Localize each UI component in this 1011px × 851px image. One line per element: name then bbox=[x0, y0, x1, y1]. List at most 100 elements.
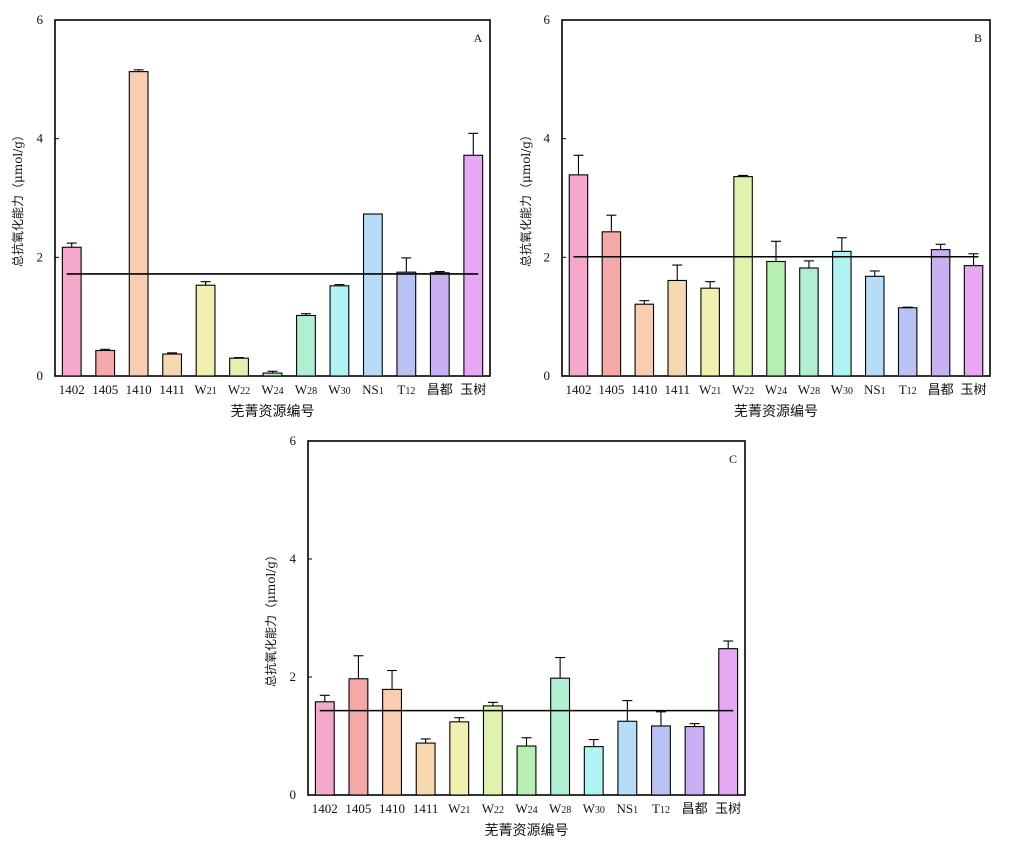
x-tick-label-a-2: 1410 bbox=[126, 382, 152, 397]
x-axis-title-b: 芜菁资源编号 bbox=[734, 403, 818, 420]
x-tick-label-c-7: W28 bbox=[549, 801, 571, 816]
bar-b-12 bbox=[963, 265, 984, 377]
bar-b-7 bbox=[799, 267, 819, 377]
bar-a-5 bbox=[229, 357, 249, 377]
x-tick-label-b-11: 昌都 bbox=[928, 382, 954, 397]
bar-b-10 bbox=[897, 307, 918, 377]
bar-c-5 bbox=[482, 705, 503, 796]
bar-c-4 bbox=[449, 721, 470, 796]
bar-c-0 bbox=[314, 701, 335, 796]
x-tick-label-c-5: W22 bbox=[482, 801, 504, 816]
x-tick-label-c-2: 1410 bbox=[379, 801, 405, 816]
x-tick-label-c-1: 1405 bbox=[345, 801, 371, 816]
x-tick-label-a-4: W21 bbox=[194, 382, 216, 397]
y-tick-label-c-2: 4 bbox=[290, 551, 297, 566]
y-axis-title-a: 总抗氧化能力（μmol/g） bbox=[10, 129, 25, 267]
panel-c: 0 2 4 6 1402 1405 1410 1411 W21 W22 W24 W28 W30 NS1 T1… bbox=[263, 433, 746, 839]
x-tick-label-c-3: 1411 bbox=[413, 801, 439, 816]
bar-c-12 bbox=[718, 648, 739, 796]
bar-c-7 bbox=[550, 677, 571, 796]
x-tick-label-b-7: W28 bbox=[798, 382, 820, 397]
bar-a-3 bbox=[162, 353, 183, 377]
y-tick-label-c-3: 6 bbox=[290, 433, 297, 448]
y-tick-label-b-2: 4 bbox=[544, 131, 551, 146]
bar-a-8 bbox=[329, 285, 350, 377]
bar-a-11 bbox=[429, 272, 450, 377]
x-tick-label-a-5: W22 bbox=[228, 382, 250, 397]
x-tick-label-b-3: 1411 bbox=[664, 382, 690, 397]
y-axis-title-b: 总抗氧化能力（μmol/g） bbox=[518, 129, 533, 267]
y-tick-label-a-2: 4 bbox=[37, 131, 44, 146]
y-tick-label-a-1: 2 bbox=[37, 249, 44, 264]
bar-c-10 bbox=[650, 725, 671, 796]
x-tick-label-c-10: T12 bbox=[652, 801, 670, 816]
bar-a-0 bbox=[61, 246, 82, 377]
x-tick-label-a-10: T12 bbox=[397, 382, 415, 397]
x-tick-label-b-2: 1410 bbox=[631, 382, 657, 397]
bar-b-3 bbox=[667, 279, 687, 377]
bar-b-9 bbox=[865, 275, 885, 377]
panel-a-frame bbox=[54, 19, 491, 377]
x-tick-label-c-0: 1402 bbox=[312, 801, 338, 816]
bar-c-8 bbox=[583, 746, 604, 796]
bar-c-1 bbox=[348, 678, 369, 796]
panel-b: 0 2 4 6 1402 1405 1410 1411 W21 W22 W24 W28 W30 NS1 T1… bbox=[518, 12, 991, 420]
bar-a-6 bbox=[262, 372, 283, 377]
x-tick-label-b-1: 1405 bbox=[598, 382, 624, 397]
bar-a-10 bbox=[396, 271, 417, 377]
panel-letter-c: C bbox=[729, 452, 737, 466]
bar-c-2 bbox=[382, 688, 403, 796]
x-tick-label-c-4: W21 bbox=[448, 801, 470, 816]
x-tick-label-a-6: W24 bbox=[261, 382, 283, 397]
bar-b-1 bbox=[601, 231, 622, 377]
y-tick-label-b-1: 2 bbox=[544, 249, 551, 264]
bar-b-4 bbox=[700, 287, 720, 377]
x-tick-label-b-0: 1402 bbox=[565, 382, 591, 397]
bar-c-3 bbox=[415, 742, 436, 796]
bar-a-4 bbox=[195, 284, 216, 377]
x-tick-label-a-0: 1402 bbox=[59, 382, 85, 397]
panel-a: 0 2 4 6 1402 1405 1410 1411 W21 W22 W24 W28 W30 NS1 T1… bbox=[10, 12, 491, 420]
x-tick-label-c-9: NS1 bbox=[617, 801, 639, 816]
panel-letter-b: B bbox=[974, 31, 982, 45]
x-axis-title-a: 芜菁资源编号 bbox=[231, 403, 315, 420]
bar-b-11 bbox=[930, 249, 951, 377]
x-tick-label-c-12: 玉树 bbox=[715, 801, 741, 816]
x-tick-label-c-8: W30 bbox=[583, 801, 605, 816]
y-tick-label-b-3: 6 bbox=[544, 12, 551, 27]
x-tick-label-a-11: 昌都 bbox=[427, 382, 453, 397]
x-axis-title-c: 芜菁资源编号 bbox=[485, 822, 569, 839]
y-tick-label-b-0: 0 bbox=[544, 368, 551, 383]
bar-a-2 bbox=[128, 71, 149, 377]
x-tick-label-b-10: T12 bbox=[899, 382, 917, 397]
bar-a-1 bbox=[95, 349, 116, 377]
y-tick-label-a-0: 0 bbox=[37, 368, 44, 383]
x-tick-label-a-3: 1411 bbox=[159, 382, 185, 397]
x-tick-label-a-7: W28 bbox=[295, 382, 317, 397]
bar-a-9 bbox=[362, 213, 383, 377]
panel-letter-a: A bbox=[474, 31, 483, 45]
x-tick-label-b-6: W24 bbox=[765, 382, 787, 397]
bar-b-6 bbox=[766, 260, 786, 377]
x-tick-label-a-12: 玉树 bbox=[460, 382, 486, 397]
bar-b-2 bbox=[634, 303, 655, 377]
x-tick-label-b-4: W21 bbox=[699, 382, 721, 397]
y-tick-label-c-0: 0 bbox=[290, 787, 297, 802]
bar-c-6 bbox=[516, 745, 537, 796]
y-axis-title-c: 总抗氧化能力（μmol/g） bbox=[263, 549, 278, 687]
x-tick-label-a-1: 1405 bbox=[92, 382, 118, 397]
bar-a-7 bbox=[296, 314, 316, 377]
bar-c-9 bbox=[617, 720, 638, 796]
bar-b-0 bbox=[568, 174, 589, 377]
x-tick-label-c-6: W24 bbox=[515, 801, 537, 816]
y-tick-label-c-1: 2 bbox=[290, 669, 297, 684]
x-tick-label-b-9: NS1 bbox=[864, 382, 886, 397]
x-tick-label-a-8: W30 bbox=[328, 382, 350, 397]
bar-a-12 bbox=[463, 154, 484, 377]
x-tick-label-b-12: 玉树 bbox=[961, 382, 987, 397]
bar-c-11 bbox=[684, 726, 705, 796]
bar-b-8 bbox=[832, 250, 852, 377]
x-tick-label-c-11: 昌都 bbox=[682, 801, 708, 816]
x-tick-label-a-9: NS1 bbox=[362, 382, 384, 397]
